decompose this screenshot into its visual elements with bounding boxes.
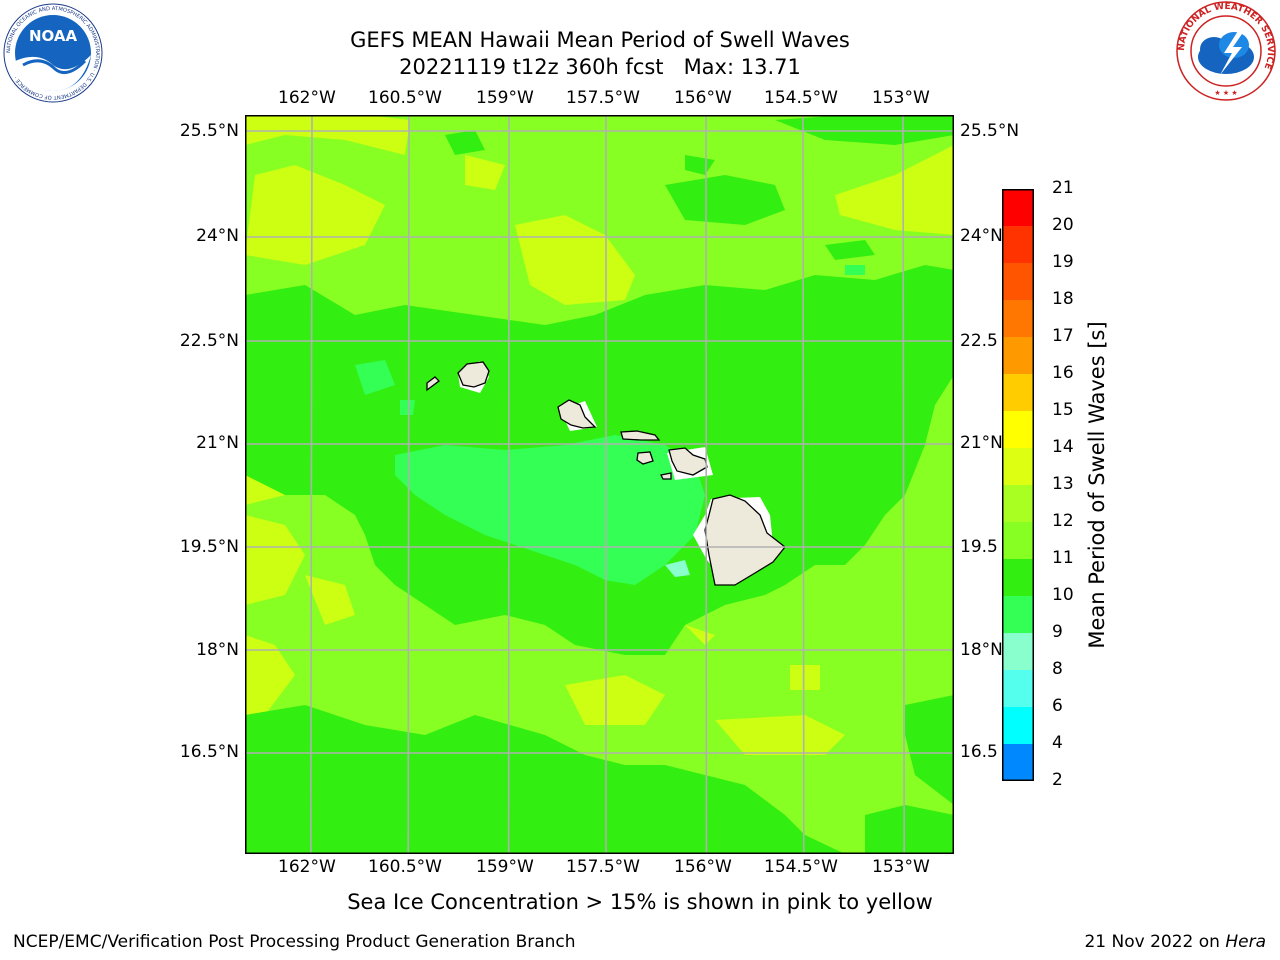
lon-label-bottom: 154.5°W	[764, 857, 838, 877]
lat-label-left: 25.5°N	[179, 121, 239, 141]
date-stamp: 21 Nov 2022 on Hera	[1084, 932, 1266, 952]
producer-credit: NCEP/EMC/Verification Post Processing Pr…	[13, 932, 576, 952]
colorbar-tick-label: 15	[1052, 400, 1074, 420]
colorbar-tick-label: 21	[1052, 178, 1074, 198]
island-lanai	[636, 451, 654, 465]
colorbar-swatch	[1002, 596, 1034, 634]
meridian-line	[802, 115, 805, 854]
colorbar-tick-label: 14	[1052, 437, 1074, 457]
colorbar-tick-label: 6	[1052, 696, 1063, 716]
date-text: 21 Nov 2022 on	[1084, 932, 1226, 952]
lon-label-bottom: 156°W	[674, 857, 732, 877]
lon-label-top: 154.5°W	[764, 88, 838, 108]
colorbar-swatch	[1002, 411, 1034, 449]
lon-label-top: 157.5°W	[566, 88, 640, 108]
lat-label-left: 22.5°N	[179, 331, 239, 351]
colorbar-tick-label: 11	[1052, 548, 1074, 568]
colorbar-tick-label: 19	[1052, 252, 1074, 272]
lon-label-bottom: 157.5°W	[566, 857, 640, 877]
colorbar-swatch	[1002, 559, 1034, 597]
swell-contour-13-14	[245, 115, 954, 755]
lon-label-bottom: 160.5°W	[368, 857, 442, 877]
graticule	[245, 115, 954, 854]
noaa-wordmark: NOAA	[29, 27, 78, 45]
lat-label-right: 18°N	[960, 640, 1003, 660]
lat-label-right: 22.5	[960, 331, 998, 351]
colorbar-swatch	[1002, 670, 1034, 708]
nws-logo: NATIONAL WEATHER SERVICE ★ ★ ★	[1176, 1, 1276, 101]
colorbar-tick-label: 13	[1052, 474, 1074, 494]
meridian-line	[310, 115, 313, 854]
lat-label-left: 16.5°N	[179, 742, 239, 762]
lat-label-left: 21°N	[196, 433, 239, 453]
lat-label-right: 21°N	[960, 433, 1003, 453]
lat-label-left: 24°N	[196, 226, 239, 246]
noaa-logo: NOAA NATIONAL OCEANIC AND ATMOSPHERIC AD…	[3, 3, 103, 103]
colorbar-tick-label: 16	[1052, 363, 1074, 383]
lon-label-bottom: 153°W	[872, 857, 930, 877]
lat-label-right: 25.5°N	[960, 121, 1020, 141]
lat-label-left: 18°N	[196, 640, 239, 660]
colorbar-swatch	[1002, 522, 1034, 560]
lat-label-right: 24°N	[960, 226, 1003, 246]
host-name: Hera	[1225, 932, 1266, 952]
colorbar-swatch	[1002, 263, 1034, 301]
colorbar-swatch	[1002, 633, 1034, 671]
meridian-line	[902, 115, 906, 854]
colorbar-swatch	[1002, 448, 1034, 486]
colorbar-tick-label: 4	[1052, 733, 1063, 753]
island-niihau	[426, 376, 440, 392]
colorbar-tick-label: 18	[1052, 289, 1074, 309]
lon-label-top: 160.5°W	[368, 88, 442, 108]
colorbar-swatch	[1002, 374, 1034, 412]
lon-label-bottom: 159°W	[476, 857, 534, 877]
island-kauai	[457, 361, 490, 388]
sea-ice-note: Sea Ice Concentration > 15% is shown in …	[347, 890, 933, 914]
island-kahoolawe	[660, 472, 672, 480]
lon-label-top: 153°W	[872, 88, 930, 108]
svg-text:★ ★ ★: ★ ★ ★	[1214, 89, 1237, 97]
island-oahu	[557, 399, 597, 429]
colorbar-tick-label: 10	[1052, 585, 1074, 605]
swell-contour-9-10	[665, 560, 690, 577]
colorbar-swatch	[1002, 707, 1034, 745]
lat-label-right: 16.5	[960, 742, 998, 762]
map-subtitle: 20221119 t12z 360h fcst Max: 13.71	[399, 55, 801, 79]
lon-label-top: 162°W	[278, 88, 336, 108]
lat-label-right: 19.5	[960, 537, 998, 557]
lon-label-top: 159°W	[476, 88, 534, 108]
colorbar-tick-label: 2	[1052, 770, 1063, 790]
island-molokai	[620, 430, 661, 441]
lon-label-top: 156°W	[674, 88, 732, 108]
map-panel	[245, 115, 954, 854]
colorbar-swatch	[1002, 337, 1034, 375]
colorbar-tick-label: 17	[1052, 326, 1074, 346]
colorbar-tick-label: 9	[1052, 622, 1063, 642]
lon-label-bottom: 162°W	[278, 857, 336, 877]
colorbar-tick-label: 12	[1052, 511, 1074, 531]
colorbar	[1002, 189, 1034, 781]
colorbar-swatch	[1002, 189, 1034, 227]
meridian-line	[407, 115, 410, 854]
map-frame	[245, 115, 954, 854]
map-title: GEFS MEAN Hawaii Mean Period of Swell Wa…	[350, 28, 850, 52]
colorbar-title: Mean Period of Swell Waves [s]	[1085, 321, 1109, 649]
colorbar-tick-label: 8	[1052, 659, 1063, 679]
colorbar-swatch	[1002, 744, 1034, 781]
colorbar-swatch	[1002, 300, 1034, 338]
lat-label-left: 19.5°N	[179, 537, 239, 557]
colorbar-tick-label: 20	[1052, 215, 1074, 235]
colorbar-swatch	[1002, 226, 1034, 264]
island-maui	[668, 447, 708, 476]
colorbar-swatch	[1002, 485, 1034, 523]
